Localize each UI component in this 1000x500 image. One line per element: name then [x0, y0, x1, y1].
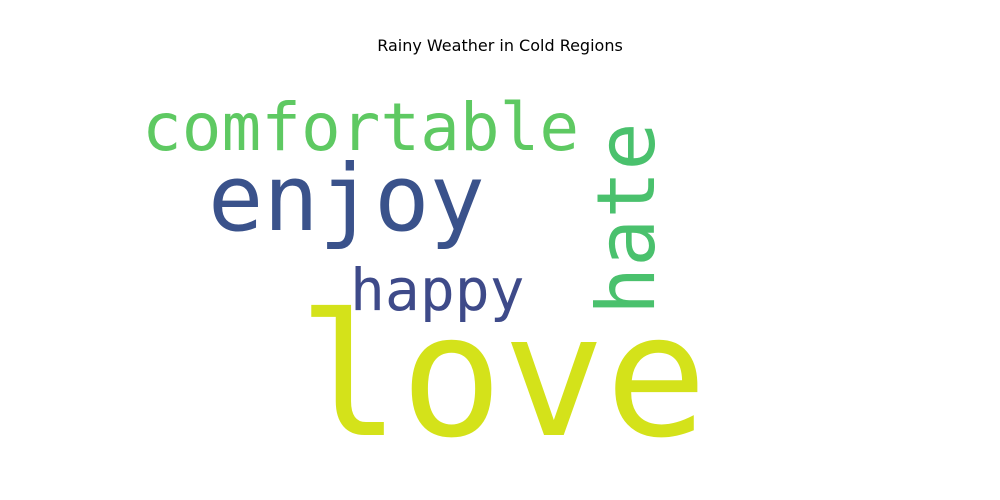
word-happy: happy [350, 256, 525, 324]
word-comfortable: comfortable [142, 89, 579, 166]
chart-title: Rainy Weather in Cold Regions [377, 36, 623, 55]
word-enjoy: enjoy [208, 145, 485, 252]
word-hate: hate [580, 122, 673, 315]
word-love: love [298, 278, 707, 476]
